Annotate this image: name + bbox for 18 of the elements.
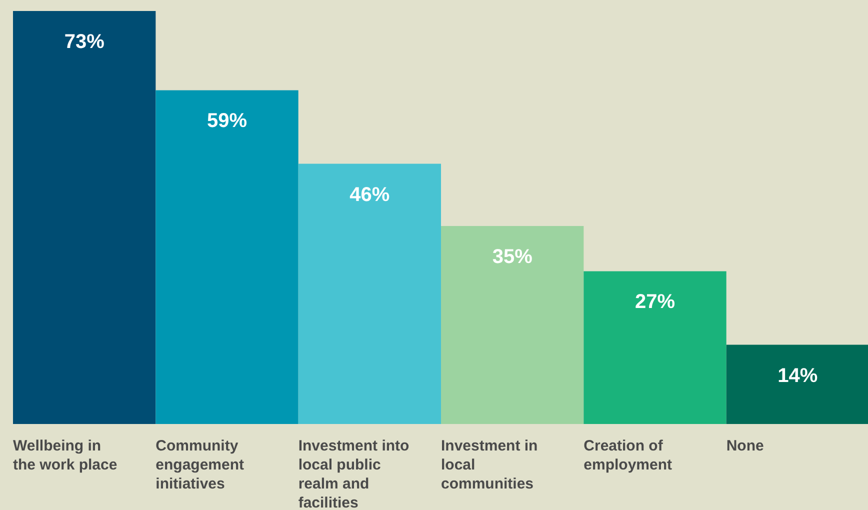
data-label: 73% bbox=[64, 31, 105, 53]
bar bbox=[584, 271, 726, 424]
bar bbox=[726, 344, 868, 424]
x-tick-label: Investment in local communities bbox=[441, 438, 538, 492]
data-label: 35% bbox=[492, 246, 533, 268]
data-label: 14% bbox=[778, 364, 818, 387]
bar bbox=[156, 90, 298, 424]
data-label: 46% bbox=[350, 184, 390, 206]
x-tick-label: Creation of employment bbox=[584, 438, 672, 474]
x-tick-label: Community engagement initiatives bbox=[156, 438, 244, 492]
bar bbox=[298, 164, 441, 424]
x-tick-label: Wellbeing in the work place bbox=[13, 438, 118, 474]
bar bbox=[441, 226, 584, 424]
x-tick-label: None bbox=[726, 438, 764, 454]
data-label: 59% bbox=[206, 110, 248, 132]
x-tick-label: Investment into local public realm and facilities bbox=[298, 438, 410, 510]
data-label: 27% bbox=[634, 291, 676, 314]
bar bbox=[13, 11, 156, 424]
